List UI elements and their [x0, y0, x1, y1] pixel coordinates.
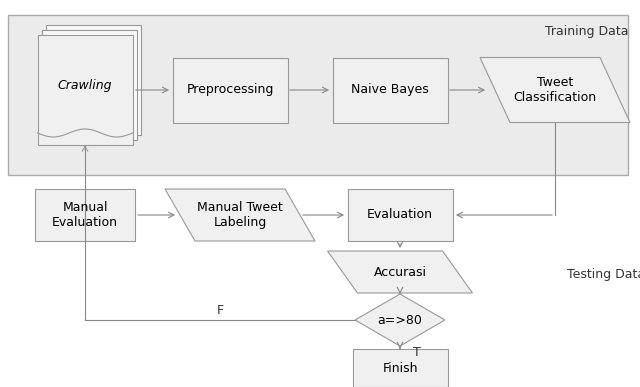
Polygon shape [480, 58, 630, 123]
FancyBboxPatch shape [45, 25, 141, 135]
FancyBboxPatch shape [353, 349, 447, 387]
Polygon shape [355, 294, 445, 346]
Text: Training Data: Training Data [545, 25, 628, 38]
Polygon shape [165, 189, 315, 241]
FancyBboxPatch shape [8, 15, 628, 175]
Text: Naive Bayes: Naive Bayes [351, 84, 429, 96]
FancyBboxPatch shape [333, 58, 447, 123]
FancyBboxPatch shape [35, 189, 135, 241]
Text: T: T [413, 346, 420, 358]
Text: Accurasi: Accurasi [374, 265, 426, 279]
Text: a=>80: a=>80 [378, 313, 422, 327]
Text: Finish: Finish [382, 361, 418, 375]
Text: Manual Tweet
Labeling: Manual Tweet Labeling [197, 201, 283, 229]
FancyBboxPatch shape [38, 35, 132, 145]
Text: F: F [216, 303, 223, 317]
Text: Evaluation: Evaluation [367, 209, 433, 221]
Polygon shape [328, 251, 472, 293]
FancyBboxPatch shape [348, 189, 452, 241]
Text: Testing Data: Testing Data [567, 268, 640, 281]
FancyBboxPatch shape [173, 58, 287, 123]
Text: Crawling: Crawling [58, 79, 112, 91]
Text: Tweet
Classification: Tweet Classification [513, 76, 596, 104]
FancyBboxPatch shape [42, 30, 136, 140]
Text: Manual
Evaluation: Manual Evaluation [52, 201, 118, 229]
Text: Preprocessing: Preprocessing [186, 84, 274, 96]
